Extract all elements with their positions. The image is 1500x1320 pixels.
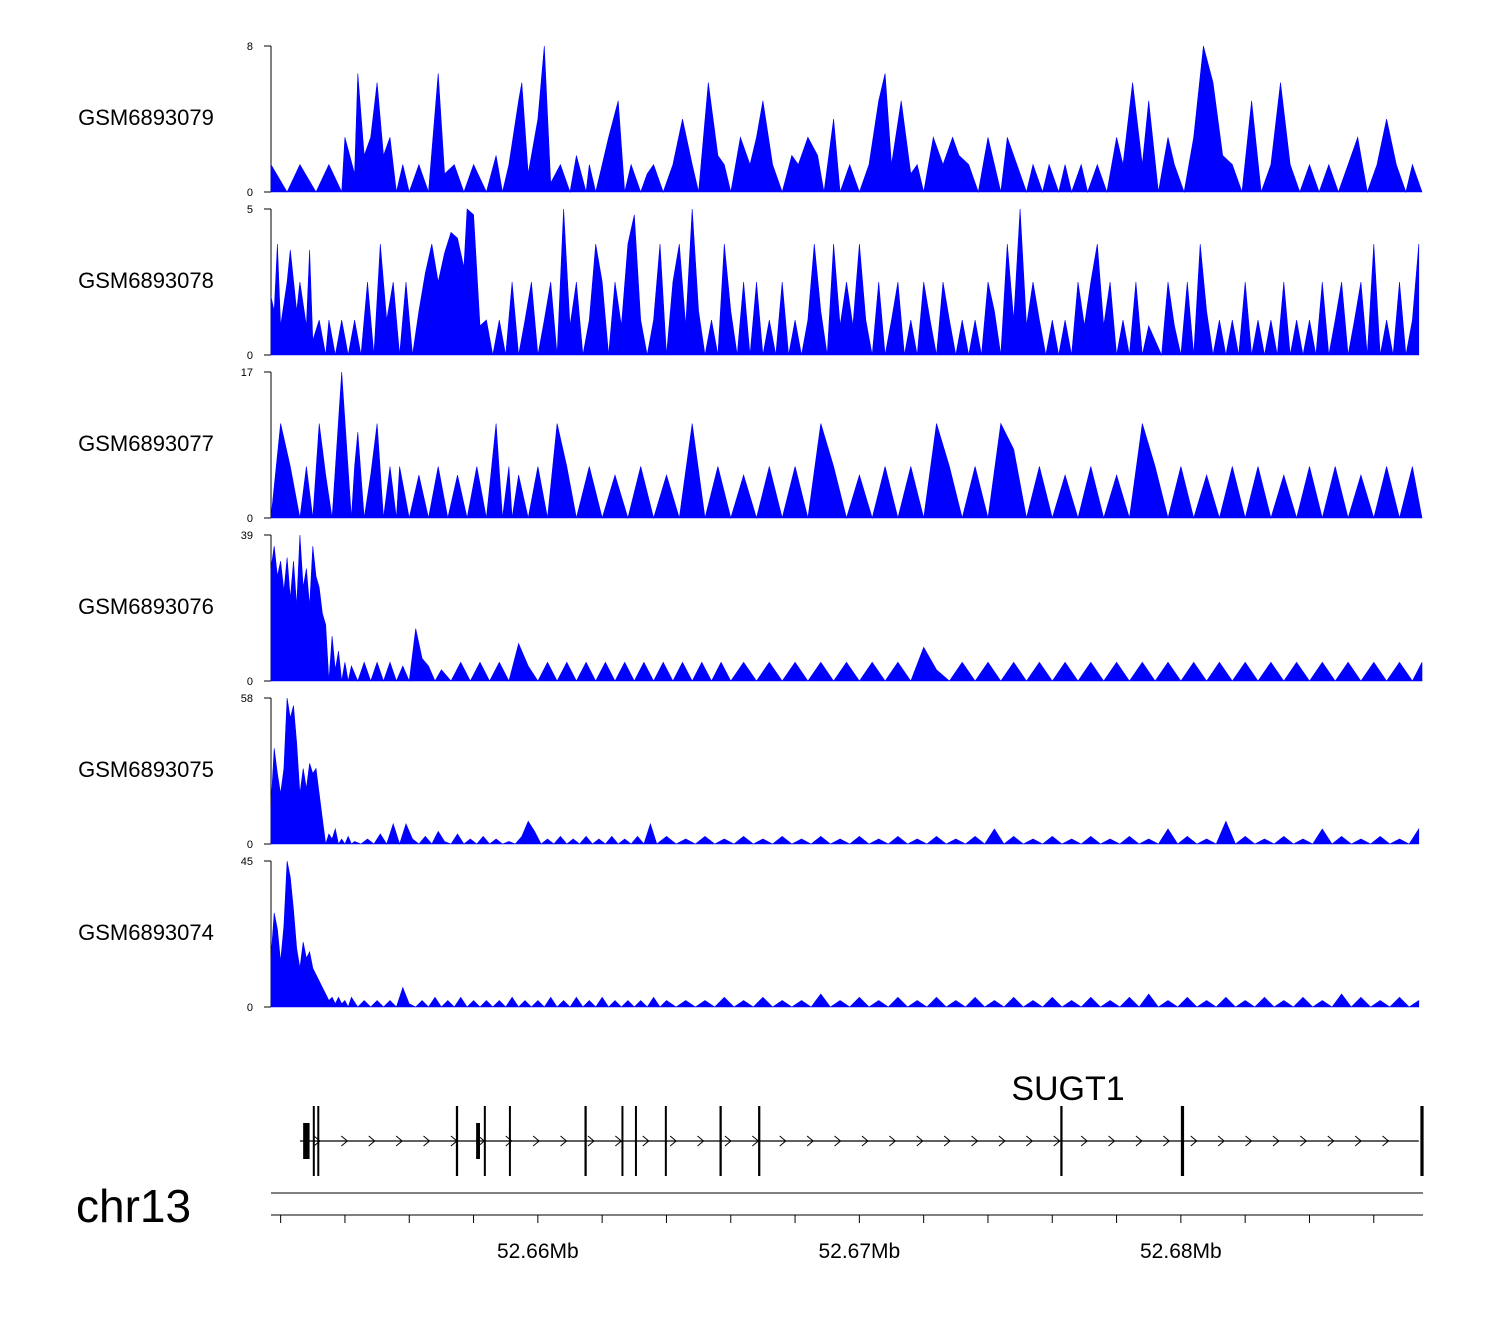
strand-arrow — [724, 1135, 732, 1147]
coverage-area — [270, 208, 1420, 357]
strand-arrow — [423, 1135, 431, 1147]
strand-arrow — [532, 1135, 540, 1147]
strand-arrow — [779, 1135, 787, 1147]
strand-arrow — [806, 1135, 814, 1147]
strand-arrow — [1245, 1135, 1253, 1147]
strand-arrow — [1327, 1135, 1335, 1147]
y-axis-max-label: 58 — [241, 693, 253, 705]
exon-block — [508, 1106, 511, 1176]
track-label: GSM6893077 — [78, 431, 214, 456]
exon-block — [634, 1106, 637, 1176]
exon-block — [483, 1106, 486, 1176]
track-GSM6893075: GSM6893075 58 0 — [78, 693, 1420, 851]
axis-tick-label: 52.68Mb — [1140, 1240, 1222, 1263]
track-label: GSM6893075 — [78, 757, 214, 782]
track-GSM6893076: GSM6893076 39 0 — [78, 530, 1423, 688]
strand-arrow — [1163, 1135, 1171, 1147]
exon-block — [476, 1123, 480, 1159]
strand-arrow — [560, 1135, 568, 1147]
y-axis-min-label: 0 — [247, 676, 253, 688]
y-axis-max-label: 17 — [241, 367, 253, 379]
strand-arrow — [615, 1135, 623, 1147]
strand-arrow — [642, 1135, 650, 1147]
exon-block — [455, 1106, 459, 1176]
exon-block — [584, 1106, 587, 1176]
track-GSM6893079: GSM6893079 8 0 — [78, 41, 1423, 199]
strand-arrow — [1354, 1135, 1362, 1147]
track-GSM6893074: GSM6893074 45 0 — [78, 856, 1420, 1014]
strand-arrow — [1080, 1135, 1088, 1147]
strand-arrow — [861, 1135, 869, 1147]
genome-axis: chr13 52.66Mb 52.67Mb 52.68Mb — [76, 1180, 1423, 1263]
track-GSM6893078: GSM6893078 5 0 — [78, 204, 1420, 362]
strand-arrow — [505, 1135, 513, 1147]
gene-name-label: SUGT1 — [1011, 1070, 1124, 1108]
exon-block — [303, 1123, 310, 1159]
strand-arrow — [1217, 1135, 1225, 1147]
strand-arrow — [971, 1135, 979, 1147]
exon-block — [317, 1106, 320, 1176]
track-label: GSM6893078 — [78, 268, 214, 293]
y-axis-min-label: 0 — [247, 513, 253, 525]
strand-arrow — [395, 1135, 403, 1147]
track-label: GSM6893074 — [78, 920, 214, 945]
strand-arrow — [889, 1135, 897, 1147]
strand-arrow — [1382, 1135, 1390, 1147]
strand-arrow — [368, 1135, 376, 1147]
coverage-area — [270, 697, 1420, 845]
coverage-area — [270, 534, 1423, 683]
strand-arrow — [943, 1135, 951, 1147]
coverage-area — [270, 860, 1420, 1008]
exon-block — [621, 1106, 624, 1176]
track-label: GSM6893079 — [78, 105, 214, 130]
strand-arrow — [341, 1135, 349, 1147]
track-GSM6893077: GSM6893077 17 0 — [78, 367, 1423, 525]
strand-arrow — [1272, 1135, 1280, 1147]
exon-block — [1060, 1106, 1063, 1176]
coverage-area — [270, 371, 1423, 520]
exon-block — [719, 1106, 722, 1176]
strand-arrow — [587, 1135, 595, 1147]
strand-arrow — [1190, 1135, 1198, 1147]
strand-arrow — [1026, 1135, 1034, 1147]
y-axis-max-label: 5 — [247, 204, 253, 216]
exon-block — [1180, 1106, 1185, 1176]
exon-block — [312, 1106, 315, 1176]
exon-block — [664, 1106, 667, 1176]
y-axis-min-label: 0 — [247, 187, 253, 199]
exon-block — [1420, 1106, 1424, 1176]
track-label: GSM6893076 — [78, 594, 214, 619]
axis-tick-label: 52.67Mb — [818, 1240, 900, 1263]
strand-arrow — [313, 1135, 321, 1147]
chromosome-label: chr13 — [76, 1180, 191, 1232]
axis-tick-label: 52.66Mb — [497, 1240, 579, 1263]
strand-arrow — [669, 1135, 677, 1147]
y-axis-max-label: 45 — [241, 856, 253, 868]
y-axis-min-label: 0 — [247, 350, 253, 362]
strand-arrow — [1108, 1135, 1116, 1147]
exon-block — [758, 1106, 761, 1176]
y-axis-max-label: 8 — [247, 41, 253, 53]
y-axis-min-label: 0 — [247, 839, 253, 851]
gene-model: SUGT1 — [299, 1070, 1424, 1176]
coverage-area — [270, 45, 1423, 194]
strand-arrow — [916, 1135, 924, 1147]
y-axis-min-label: 0 — [247, 1002, 253, 1014]
strand-arrow — [1135, 1135, 1143, 1147]
strand-arrow — [697, 1135, 705, 1147]
strand-arrow — [1053, 1135, 1061, 1147]
strand-arrow — [834, 1135, 842, 1147]
strand-arrow — [998, 1135, 1006, 1147]
strand-arrow — [1300, 1135, 1308, 1147]
coverage-tracks: GSM689307980GSM689307850GSM6893077170GSM… — [78, 41, 1423, 1014]
y-axis-max-label: 39 — [241, 530, 253, 542]
